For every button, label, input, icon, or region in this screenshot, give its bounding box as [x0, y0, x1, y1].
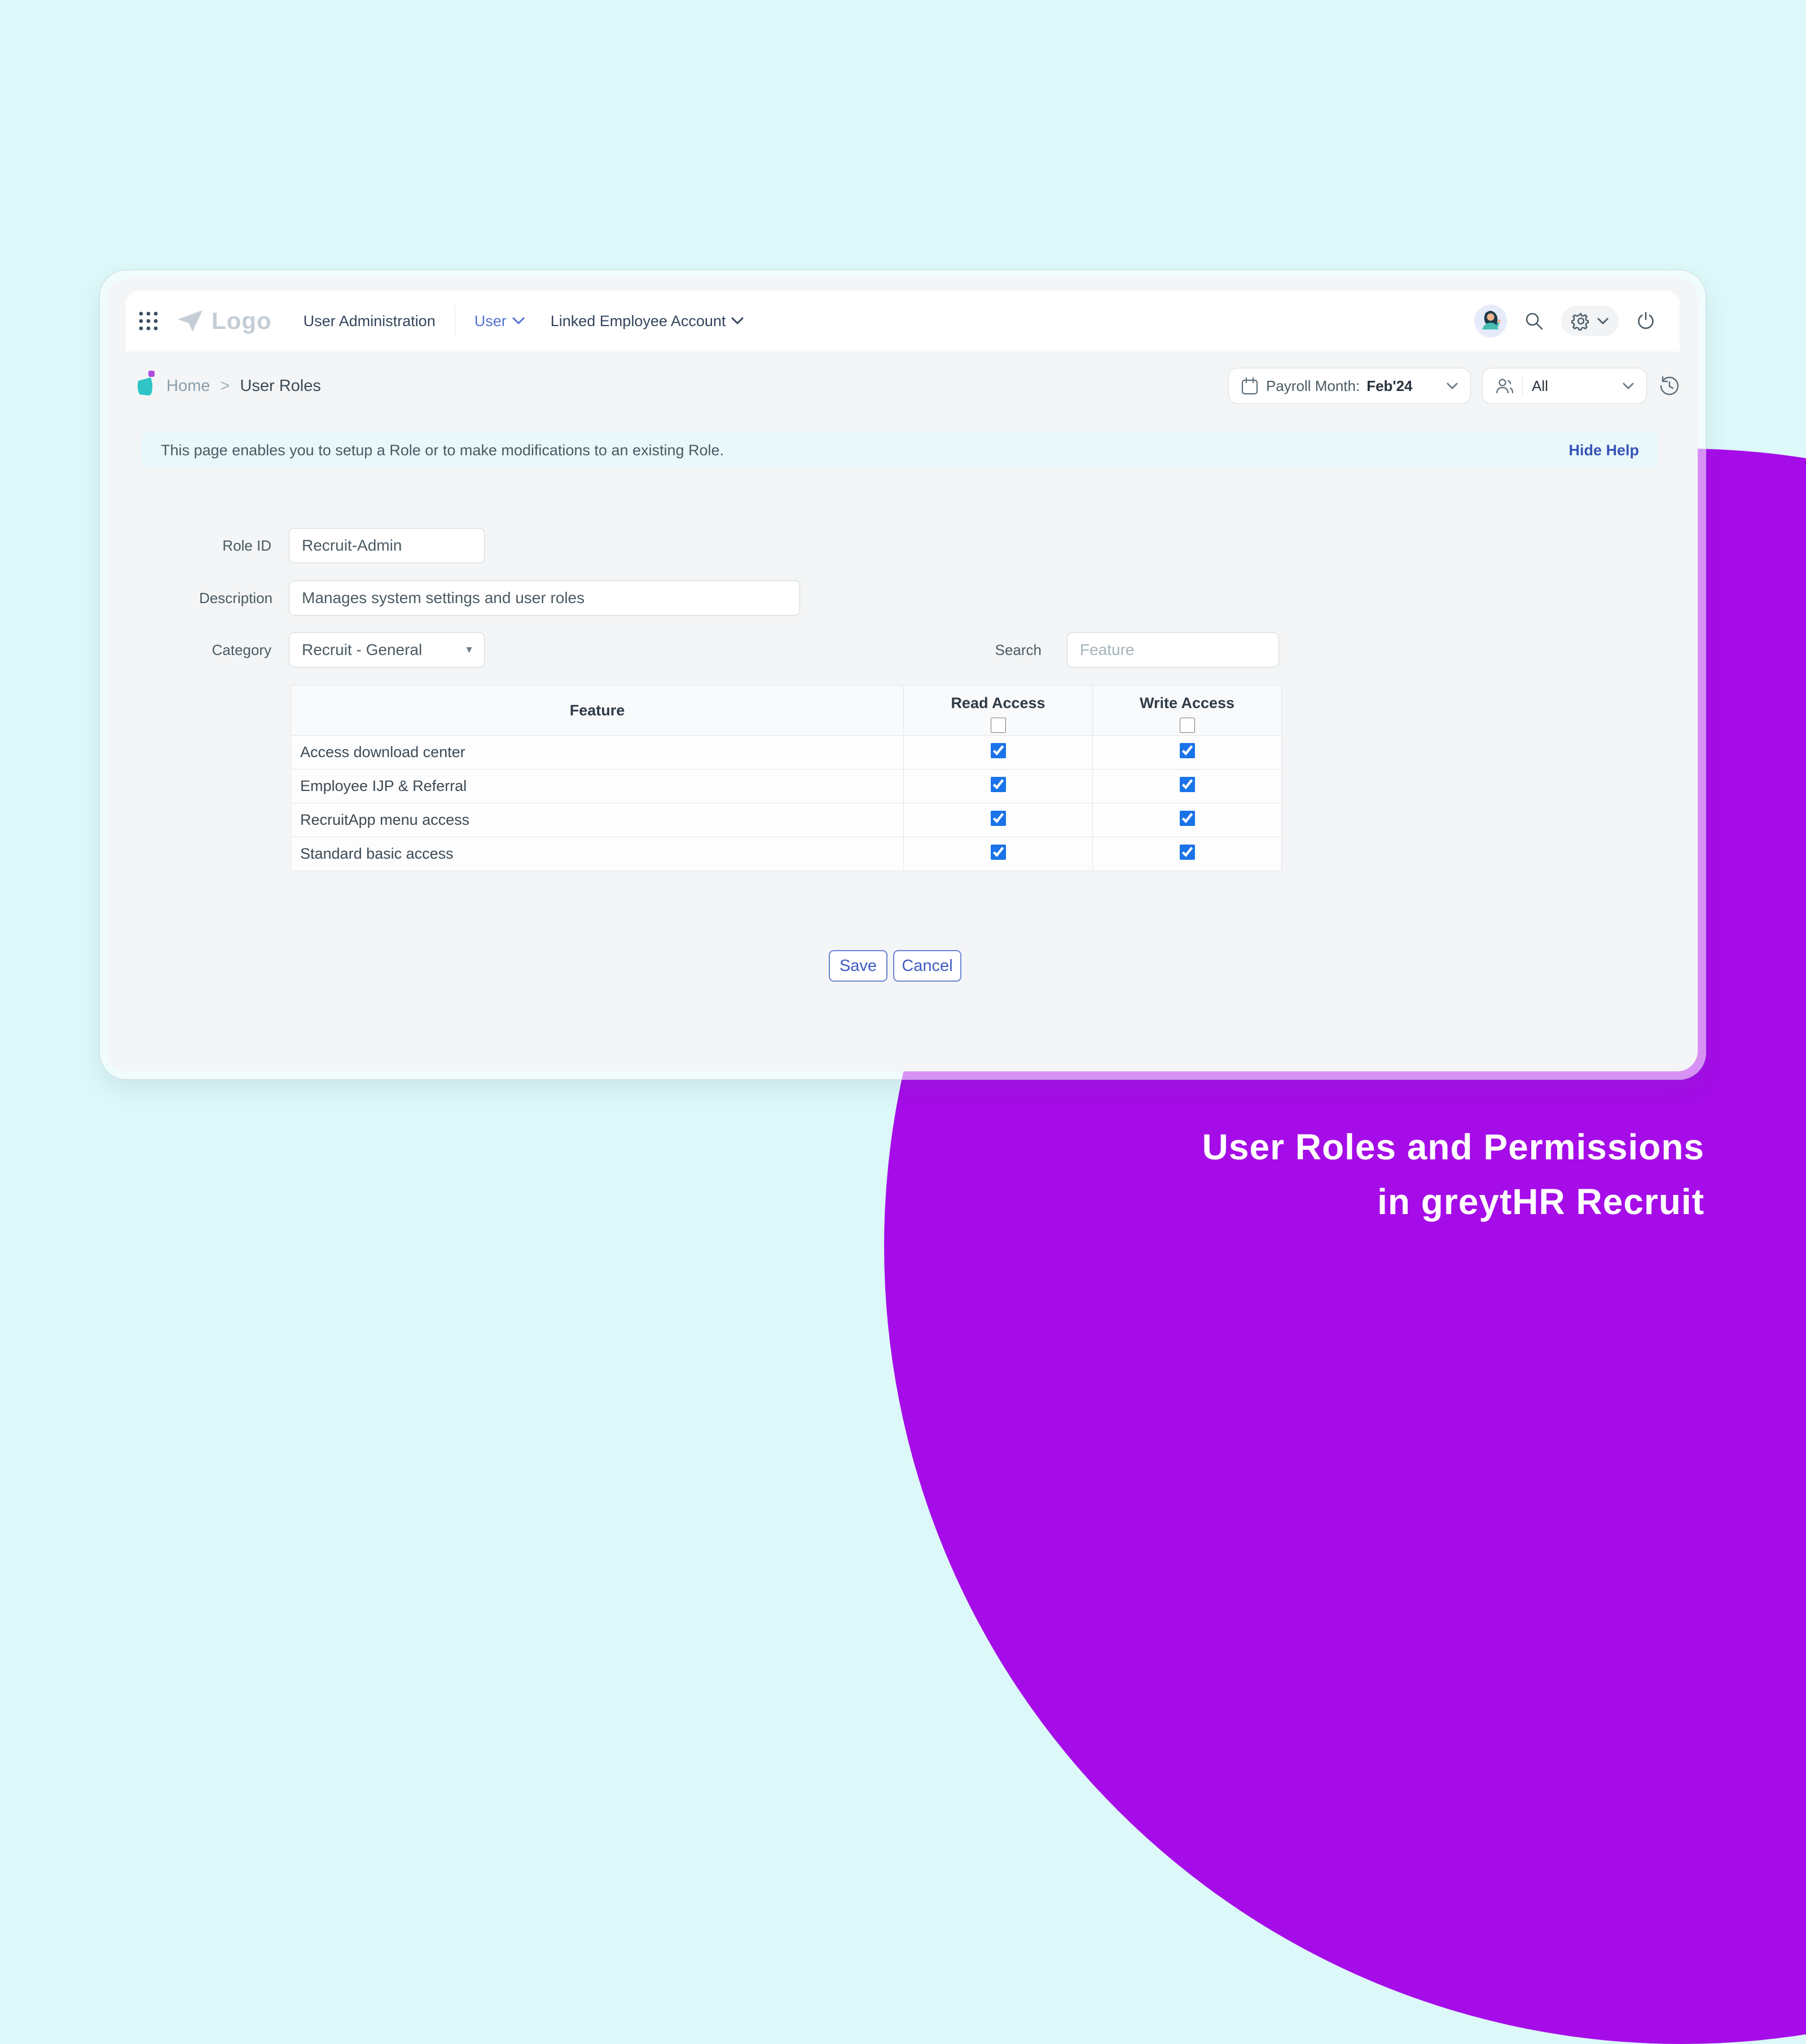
employee-filter-value: All — [1532, 377, 1548, 394]
calendar-icon — [1241, 377, 1258, 395]
people-icon — [1496, 379, 1514, 394]
chevron-down-icon — [1447, 383, 1458, 389]
hero-title-line2: in greytHR Recruit — [1377, 1181, 1704, 1222]
logo-text: Logo — [212, 307, 272, 334]
write-access-label: Write Access — [1139, 694, 1235, 711]
hero-title: User Roles and Permissions in greytHR Re… — [1202, 1120, 1704, 1229]
nav-item-user[interactable]: User — [474, 313, 525, 330]
table-header-row: Feature Read Access Write Access — [291, 685, 1282, 736]
read-access-select-all-checkbox[interactable] — [990, 718, 1006, 733]
category-select[interactable]: Recruit - General ▼ — [289, 632, 485, 667]
help-bar: This page enables you to setup a Role or… — [142, 432, 1658, 468]
write-access-checkbox[interactable] — [1179, 844, 1195, 860]
select-caret-icon: ▼ — [464, 644, 474, 655]
read-access-cell — [903, 769, 1093, 803]
write-access-checkbox[interactable] — [1179, 742, 1195, 758]
apps-grid-icon[interactable] — [137, 310, 160, 332]
description-input[interactable] — [289, 581, 800, 616]
nav-item-label: User — [474, 312, 507, 329]
read-access-column-header: Read Access — [903, 685, 1093, 736]
chevron-down-icon — [512, 317, 525, 324]
write-access-checkbox[interactable] — [1179, 776, 1195, 792]
greythr-mark-icon — [137, 371, 155, 395]
search-input[interactable] — [1067, 632, 1279, 667]
nav-item-user-administration[interactable]: User Administration — [304, 313, 436, 330]
search-label: Search — [995, 641, 1042, 658]
feature-column-header: Feature — [291, 685, 904, 736]
settings-menu[interactable] — [1561, 306, 1619, 336]
table-row: RecruitApp menu access — [291, 803, 1282, 837]
read-access-cell — [903, 735, 1093, 770]
write-access-column-header: Write Access — [1092, 685, 1282, 736]
chevron-down-icon — [1597, 318, 1609, 324]
app-logo[interactable]: Logo — [175, 307, 272, 335]
write-access-cell — [1092, 803, 1282, 837]
breadcrumb-home[interactable]: Home — [166, 376, 210, 395]
nav-item-label: User Administration — [303, 312, 436, 329]
feature-table-body: Access download center Employee IJP & Ref… — [291, 735, 1282, 871]
table-row: Standard basic access — [291, 837, 1282, 871]
hide-help-link[interactable]: Hide Help — [1568, 441, 1639, 459]
role-id-input[interactable] — [289, 528, 485, 563]
category-value: Recruit - General — [302, 641, 423, 658]
save-button[interactable]: Save — [829, 950, 887, 982]
top-navbar: Logo User Administration User Linked Emp… — [126, 291, 1680, 351]
table-row: Employee IJP & Referral — [291, 769, 1282, 803]
help-text: This page enables you to setup a Role or… — [161, 441, 724, 459]
read-access-cell — [903, 803, 1093, 837]
payroll-month-label: Payroll Month: — [1266, 377, 1360, 394]
employee-filter-dropdown[interactable]: All — [1482, 368, 1647, 404]
hero-title-line1: User Roles and Permissions — [1202, 1127, 1704, 1167]
table-row: Access download center — [291, 735, 1282, 770]
feature-cell: RecruitApp menu access — [291, 803, 904, 837]
chevron-down-icon — [1623, 383, 1634, 389]
write-access-checkbox[interactable] — [1179, 810, 1195, 826]
nav-item-linked-employee-account[interactable]: Linked Employee Account — [551, 313, 744, 330]
payroll-month-dropdown[interactable]: Payroll Month: Feb'24 — [1228, 368, 1471, 404]
gear-icon — [1571, 313, 1589, 331]
category-label: Category — [212, 641, 272, 658]
search-icon[interactable] — [1524, 311, 1544, 331]
read-access-checkbox[interactable] — [990, 844, 1006, 860]
write-access-select-all-checkbox[interactable] — [1179, 718, 1195, 733]
feature-cell: Employee IJP & Referral — [291, 769, 904, 803]
paper-plane-icon — [178, 310, 203, 332]
read-access-checkbox[interactable] — [990, 776, 1006, 792]
read-access-label: Read Access — [951, 694, 1045, 711]
avatar[interactable] — [1474, 305, 1507, 337]
pill-divider — [1522, 376, 1523, 395]
read-access-cell — [903, 837, 1093, 871]
page-title: User Roles — [240, 376, 321, 395]
feature-permissions-table: Feature Read Access Write Access Access … — [291, 685, 1282, 871]
role-id-label: Role ID — [222, 537, 271, 554]
write-access-cell — [1092, 735, 1282, 770]
write-access-cell — [1092, 769, 1282, 803]
history-icon[interactable] — [1658, 375, 1681, 397]
feature-cell: Access download center — [291, 735, 904, 770]
payroll-month-value: Feb'24 — [1366, 377, 1413, 394]
breadcrumb-row: Home > User Roles Payroll Month: Feb'24 — [134, 361, 1681, 411]
power-icon[interactable] — [1636, 311, 1656, 331]
app-window: Logo User Administration User Linked Emp… — [108, 278, 1698, 1071]
write-access-cell — [1092, 837, 1282, 871]
description-label: Description — [199, 590, 273, 606]
breadcrumb-separator: > — [220, 376, 230, 395]
feature-cell: Standard basic access — [291, 837, 904, 871]
nav-item-label: Linked Employee Account — [550, 312, 726, 329]
read-access-checkbox[interactable] — [990, 810, 1006, 826]
read-access-checkbox[interactable] — [990, 742, 1006, 758]
chevron-down-icon — [731, 317, 744, 324]
cancel-button[interactable]: Cancel — [893, 950, 961, 982]
app-window-rim: Logo User Administration User Linked Emp… — [99, 270, 1706, 1080]
breadcrumb: Home > User Roles — [166, 377, 321, 395]
